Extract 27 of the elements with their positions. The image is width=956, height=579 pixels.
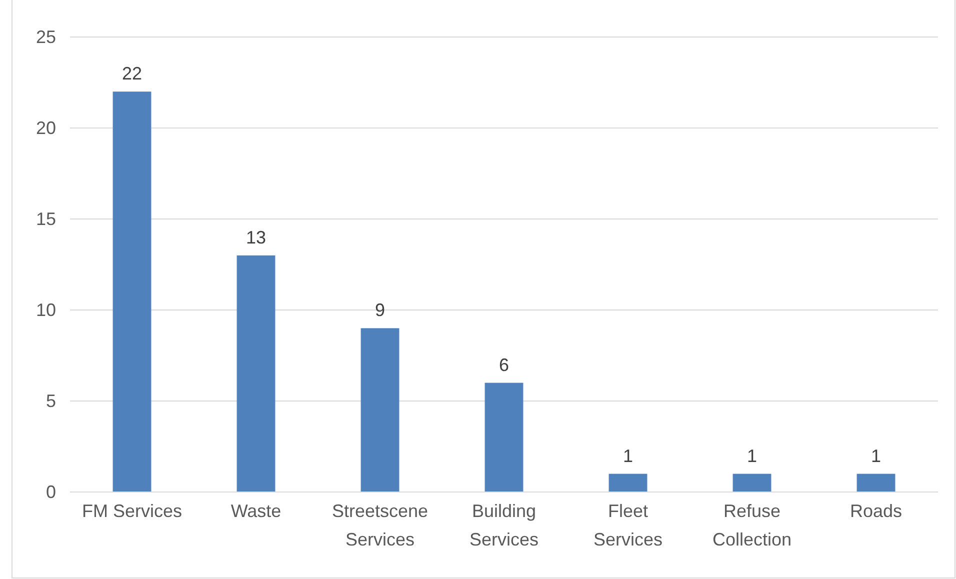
x-tick-label: Refuse Collection — [712, 500, 792, 550]
data-label: 1 — [622, 446, 634, 466]
bar — [360, 328, 400, 492]
x-tick-label: FM Services — [82, 500, 182, 521]
y-tick-label: 0 — [46, 482, 56, 502]
data-label: 1 — [746, 446, 758, 466]
data-label: 13 — [246, 227, 266, 248]
data-label: 1 — [870, 446, 882, 466]
bar — [236, 255, 276, 492]
data-label: 9 — [374, 300, 386, 320]
y-tick-label: 20 — [36, 118, 56, 138]
data-label: 22 — [122, 64, 142, 84]
y-tick-label: 25 — [36, 26, 56, 47]
y-tick-label: 10 — [36, 300, 56, 320]
x-tick-label: Streetscene Services — [332, 500, 428, 550]
y-tick-label: 5 — [46, 390, 56, 411]
x-tick-label: Roads — [850, 500, 902, 521]
x-tick-label: Building Services — [469, 500, 539, 550]
bar — [112, 92, 152, 492]
bar — [484, 382, 524, 492]
x-tick-label: Waste — [230, 500, 282, 521]
y-tick-label: 15 — [36, 208, 56, 229]
data-label: 6 — [498, 354, 510, 375]
bar — [732, 474, 772, 492]
bar — [856, 474, 896, 492]
bar — [608, 474, 648, 492]
x-tick-label: Fleet Services — [593, 500, 663, 550]
